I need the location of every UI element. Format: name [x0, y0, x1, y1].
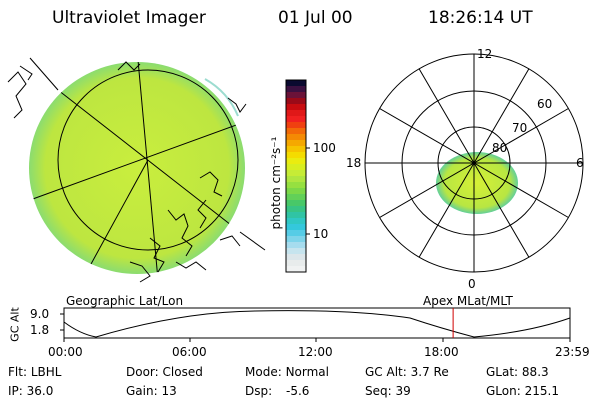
field-flt: Flt: LBHL [8, 365, 62, 379]
field-gc-alt: GC Alt: 3.7 Re [365, 365, 449, 379]
timeline-ytick-high: 9.0 [30, 307, 50, 321]
lat-label-60: 60 [537, 97, 553, 111]
timeline-xtick-3: 18:00 [424, 345, 459, 359]
timeline-xtick-0: 00:00 [48, 345, 83, 359]
field-mode: Mode: Normal [245, 365, 329, 379]
field-gc-alt-value: 3.7 Re [410, 365, 449, 379]
mlt-label-0: 0 [468, 277, 476, 291]
polar-plot [364, 53, 584, 273]
apex-caption: Apex MLat/MLT [423, 294, 513, 308]
geographic-caption: Geographic Lat/Lon [66, 294, 184, 308]
date-label: 01 Jul 00 [278, 8, 353, 28]
timeline-xtick-4: 23:59 [555, 345, 590, 359]
field-dsp-value: -5.6 [285, 384, 310, 398]
mlt-label-12: 12 [477, 47, 493, 61]
field-glon: GLon: 215.1 [486, 384, 559, 398]
colorbar [285, 79, 310, 273]
coastline-outlines [7, 61, 247, 283]
field-gain: Gain: 13 [126, 384, 177, 398]
field-glat: GLat: 88.3 [486, 365, 549, 379]
timeline-xtick-1: 06:00 [172, 345, 207, 359]
timeline-ytick-low: 1.8 [30, 323, 50, 337]
field-mode-value: Normal [285, 365, 329, 379]
field-seq: Seq: 39 [365, 384, 411, 398]
field-glat-value: 88.3 [521, 365, 549, 379]
field-ip-value: 36.0 [26, 384, 54, 398]
lat-label-70: 70 [512, 121, 528, 135]
geographic-grid [29, 62, 245, 274]
lat-label-80: 80 [492, 141, 508, 155]
grid-extensions [29, 57, 266, 251]
timeline-ylabel: GC Alt [8, 307, 22, 342]
timeline-xtick-2: 12:00 [298, 345, 333, 359]
field-seq-value: 39 [395, 384, 411, 398]
field-door: Door: Closed [126, 365, 203, 379]
field-door-value: Closed [162, 365, 203, 379]
field-flt-value: LBHL [30, 365, 62, 379]
colorbar-tick-10: 10 [313, 227, 329, 241]
colorbar-unit-label: photon cm⁻²s⁻¹ [269, 136, 283, 230]
instrument-title: Ultraviolet Imager [52, 8, 206, 28]
altitude-timeline [60, 307, 571, 342]
colorbar-tick-100: 100 [313, 141, 336, 155]
field-glon-value: 215.1 [524, 384, 559, 398]
field-ip: IP: 36.0 [8, 384, 54, 398]
mlt-label-6: 6 [576, 156, 584, 170]
field-dsp: Dsp: -5.6 [245, 384, 310, 398]
field-gain-value: 13 [161, 384, 177, 398]
earth-disk [29, 60, 250, 274]
time-label: 18:26:14 UT [428, 8, 533, 28]
mlt-label-18: 18 [346, 156, 362, 170]
